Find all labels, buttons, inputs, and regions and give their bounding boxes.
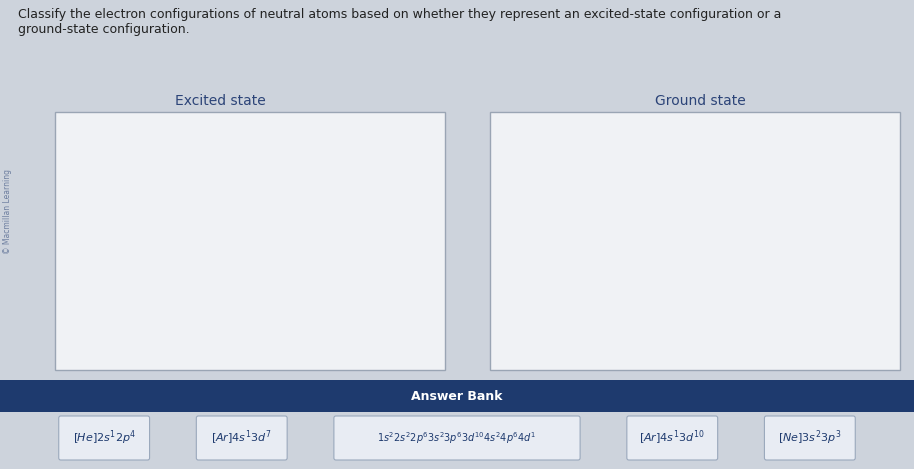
FancyBboxPatch shape xyxy=(490,112,900,370)
Text: $[Ar]4s^13d^{10}$: $[Ar]4s^13d^{10}$ xyxy=(640,429,705,447)
FancyBboxPatch shape xyxy=(58,416,150,460)
Text: $[Ar]4s^13d^7$: $[Ar]4s^13d^7$ xyxy=(211,429,272,447)
FancyBboxPatch shape xyxy=(55,112,445,370)
Text: $1s^22s^22p^63s^23p^63d^{10}4s^24p^64d^1$: $1s^22s^22p^63s^23p^63d^{10}4s^24p^64d^1… xyxy=(377,430,537,446)
Text: $[He]2s^12p^4$: $[He]2s^12p^4$ xyxy=(72,429,136,447)
Text: $[Ne]3s^23p^3$: $[Ne]3s^23p^3$ xyxy=(778,429,842,447)
FancyBboxPatch shape xyxy=(334,416,580,460)
Text: © Macmillan Learning: © Macmillan Learning xyxy=(4,168,13,254)
Text: Classify the electron configurations of neutral atoms based on whether they repr: Classify the electron configurations of … xyxy=(18,8,781,36)
FancyBboxPatch shape xyxy=(764,416,856,460)
FancyBboxPatch shape xyxy=(197,416,287,460)
FancyBboxPatch shape xyxy=(627,416,717,460)
Text: Ground state: Ground state xyxy=(654,94,746,108)
Text: Answer Bank: Answer Bank xyxy=(411,389,503,402)
Text: Excited state: Excited state xyxy=(175,94,265,108)
FancyBboxPatch shape xyxy=(0,380,914,412)
